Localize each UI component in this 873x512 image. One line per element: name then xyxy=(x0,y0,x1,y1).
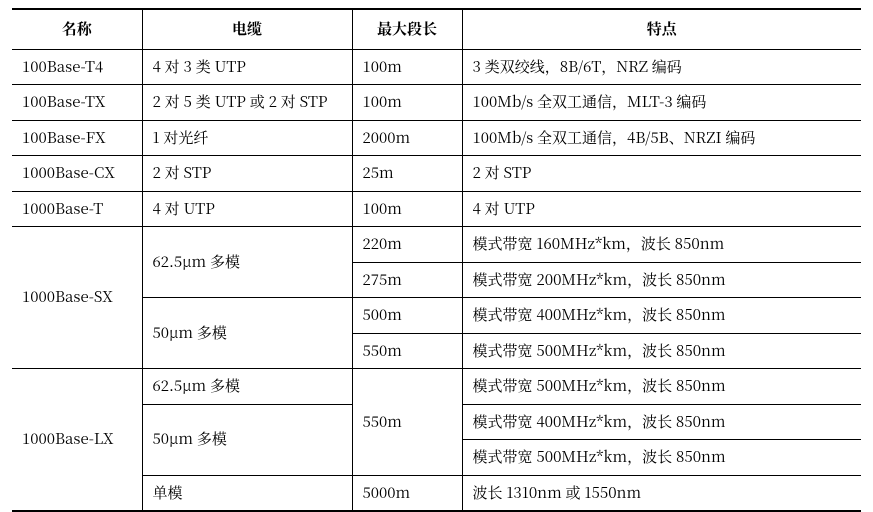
cell-cable: 4 对 3 类 UTP xyxy=(142,49,352,85)
cell-feature: 4 对 UTP xyxy=(462,191,861,227)
cell-name: 1000Base-CX xyxy=(12,156,142,192)
table-row: 100Base-T4 4 对 3 类 UTP 100m 3 类双绞线，8B/6T… xyxy=(12,49,861,85)
cell-cable: 2 对 5 类 UTP 或 2 对 STP xyxy=(142,85,352,121)
cell-maxlen: 100m xyxy=(352,85,462,121)
cell-feature: 模式带宽 400MHz*km，波长 850nm xyxy=(462,404,861,440)
cell-feature: 模式带宽 200MHz*km，波长 850nm xyxy=(462,262,861,298)
cell-maxlen: 100m xyxy=(352,191,462,227)
table-row: 1000Base-LX 62.5μm 多模 550m 模式带宽 500MHz*k… xyxy=(12,369,861,405)
col-header-name: 名称 xyxy=(12,9,142,49)
cell-feature: 模式带宽 500MHz*km，波长 850nm xyxy=(462,440,861,476)
cell-name: 100Base-TX xyxy=(12,85,142,121)
cell-maxlen: 550m xyxy=(352,333,462,369)
cell-cable: 1 对光纤 xyxy=(142,120,352,156)
cell-maxlen: 220m xyxy=(352,227,462,263)
ethernet-standards-table: 名称 电缆 最大段长 特点 100Base-T4 4 对 3 类 UTP 100… xyxy=(12,8,861,512)
cell-cable: 62.5μm 多模 xyxy=(142,369,352,405)
cell-name: 1000Base-T xyxy=(12,191,142,227)
cell-feature: 波长 1310nm 或 1550nm xyxy=(462,475,861,511)
cell-feature: 模式带宽 160MHz*km，波长 850nm xyxy=(462,227,861,263)
col-header-maxlen: 最大段长 xyxy=(352,9,462,49)
cell-cable: 2 对 STP xyxy=(142,156,352,192)
cell-cable: 50μm 多模 xyxy=(142,404,352,475)
cell-cable: 单模 xyxy=(142,475,352,511)
table-row: 1000Base-T 4 对 UTP 100m 4 对 UTP xyxy=(12,191,861,227)
cell-feature: 模式带宽 400MHz*km，波长 850nm xyxy=(462,298,861,334)
col-header-cable: 电缆 xyxy=(142,9,352,49)
cell-maxlen: 100m xyxy=(352,49,462,85)
cell-feature: 100Mb/s 全双工通信，MLT-3 编码 xyxy=(462,85,861,121)
cell-name: 100Base-T4 xyxy=(12,49,142,85)
cell-feature: 3 类双绞线，8B/6T，NRZ 编码 xyxy=(462,49,861,85)
table-row: 1000Base-CX 2 对 STP 25m 2 对 STP xyxy=(12,156,861,192)
cell-name: 1000Base-SX xyxy=(12,227,142,369)
cell-feature: 2 对 STP xyxy=(462,156,861,192)
cell-feature: 模式带宽 500MHz*km，波长 850nm xyxy=(462,333,861,369)
cell-cable: 62.5μm 多模 xyxy=(142,227,352,298)
cell-maxlen: 5000m xyxy=(352,475,462,511)
cell-maxlen: 275m xyxy=(352,262,462,298)
col-header-feature: 特点 xyxy=(462,9,861,49)
cell-feature: 模式带宽 500MHz*km，波长 850nm xyxy=(462,369,861,405)
table-header-row: 名称 电缆 最大段长 特点 xyxy=(12,9,861,49)
table-row: 1000Base-SX 62.5μm 多模 220m 模式带宽 160MHz*k… xyxy=(12,227,861,263)
cell-maxlen: 550m xyxy=(352,369,462,476)
cell-name: 1000Base-LX xyxy=(12,369,142,512)
cell-name: 100Base-FX xyxy=(12,120,142,156)
table-row: 100Base-TX 2 对 5 类 UTP 或 2 对 STP 100m 10… xyxy=(12,85,861,121)
cell-maxlen: 500m xyxy=(352,298,462,334)
cell-maxlen: 2000m xyxy=(352,120,462,156)
table-row: 100Base-FX 1 对光纤 2000m 100Mb/s 全双工通信，4B/… xyxy=(12,120,861,156)
cell-maxlen: 25m xyxy=(352,156,462,192)
cell-cable: 50μm 多模 xyxy=(142,298,352,369)
cell-feature: 100Mb/s 全双工通信，4B/5B、NRZI 编码 xyxy=(462,120,861,156)
cell-cable: 4 对 UTP xyxy=(142,191,352,227)
